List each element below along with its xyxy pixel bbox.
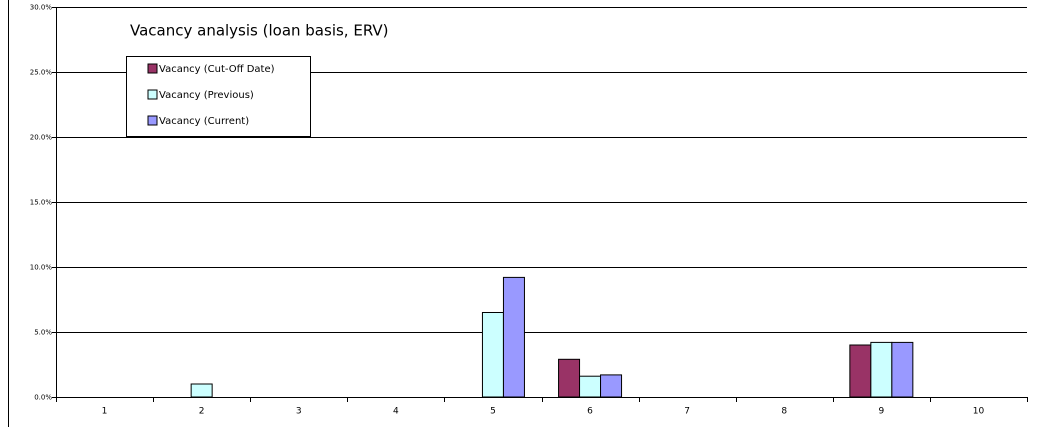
x-tick-label: 9 <box>878 407 884 417</box>
legend-label: Vacancy (Current) <box>159 116 249 127</box>
bar <box>558 358 581 398</box>
bar <box>579 375 602 398</box>
bar <box>870 341 893 398</box>
bar <box>481 312 504 398</box>
x-tick-label: 5 <box>490 407 496 417</box>
y-tick-label: 30.0% <box>30 4 53 12</box>
y-tick-label: 10.0% <box>30 264 53 272</box>
x-tick-label: 1 <box>102 407 108 417</box>
legend-swatch <box>147 115 158 126</box>
y-tick-label: 20.0% <box>30 134 53 142</box>
legend-label: Vacancy (Previous) <box>159 90 254 101</box>
bar <box>849 344 872 398</box>
x-tick-label: 10 <box>973 407 985 417</box>
legend-swatch <box>147 89 158 100</box>
bar <box>502 276 525 398</box>
y-tick-label: 25.0% <box>30 69 53 77</box>
y-tick-label: 0.0% <box>34 394 52 402</box>
x-tick-label: 8 <box>781 407 787 417</box>
legend-swatch <box>147 63 158 74</box>
chart-title: Vacancy analysis (loan basis, ERV) <box>130 22 389 40</box>
x-tick-label: 4 <box>393 407 399 417</box>
bar <box>891 341 914 398</box>
x-tick-label: 2 <box>199 407 205 417</box>
x-tick-label: 7 <box>684 407 690 417</box>
y-tick-label: 5.0% <box>34 329 52 337</box>
legend-label: Vacancy (Cut-Off Date) <box>159 64 275 75</box>
y-tick-label: 15.0% <box>30 199 53 207</box>
x-tick-label: 6 <box>587 407 593 417</box>
bar <box>190 383 213 398</box>
bar <box>600 374 623 398</box>
x-tick-label: 3 <box>296 407 302 417</box>
